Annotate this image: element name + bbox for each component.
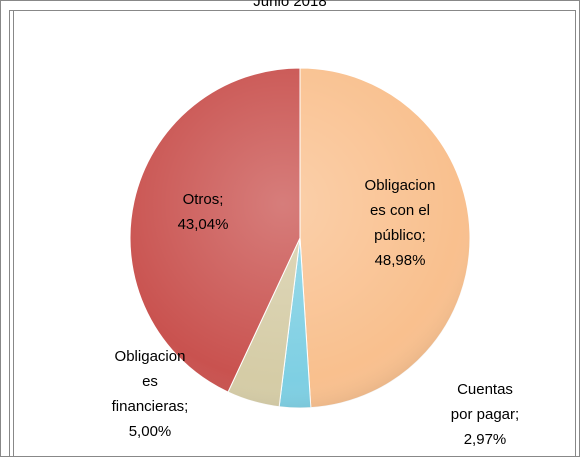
data-label: Cuentas por pagar; 2,97%	[451, 381, 519, 448]
label-value: 5,00%	[129, 423, 172, 440]
data-label: Otros; 43,04%	[178, 191, 229, 233]
label-name: Obligacion	[115, 348, 186, 365]
label-name: Cuentas	[457, 381, 513, 398]
label-name: por pagar;	[451, 406, 519, 423]
chart-title: Junio 2018	[253, 0, 326, 10]
data-label: Obligacion es con el público; 48,98%	[365, 177, 436, 269]
label-name: es con el	[370, 202, 430, 219]
label-name: es	[142, 373, 158, 390]
data-label: Obligacion es financieras; 5,00%	[112, 348, 189, 440]
label-name: Otros;	[183, 191, 224, 208]
label-value: 43,04%	[178, 216, 229, 233]
label-value: 48,98%	[375, 252, 426, 269]
label-name: público;	[374, 227, 426, 244]
label-value: 2,97%	[464, 431, 507, 448]
label-name: financieras;	[112, 398, 189, 415]
label-name: Obligacion	[365, 177, 436, 194]
